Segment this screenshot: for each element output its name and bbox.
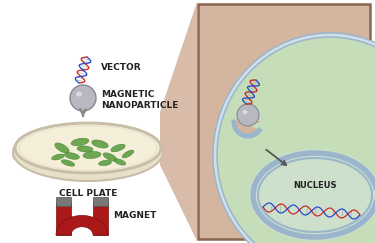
Polygon shape — [160, 2, 197, 241]
Ellipse shape — [215, 35, 375, 243]
Polygon shape — [234, 122, 260, 136]
Circle shape — [70, 85, 96, 111]
FancyBboxPatch shape — [93, 203, 108, 235]
Ellipse shape — [64, 153, 80, 159]
Ellipse shape — [114, 159, 126, 165]
Ellipse shape — [249, 149, 375, 241]
Ellipse shape — [15, 123, 161, 173]
Text: VECTOR: VECTOR — [101, 62, 142, 71]
Ellipse shape — [71, 138, 89, 146]
Text: MAGNET: MAGNET — [113, 210, 156, 219]
Ellipse shape — [52, 154, 64, 160]
FancyBboxPatch shape — [93, 197, 108, 206]
Text: CELL PLATE: CELL PLATE — [59, 189, 117, 198]
Ellipse shape — [83, 151, 101, 159]
Ellipse shape — [243, 110, 248, 114]
FancyBboxPatch shape — [56, 197, 71, 206]
FancyBboxPatch shape — [56, 203, 71, 235]
Ellipse shape — [237, 104, 259, 126]
Text: NUCLEUS: NUCLEUS — [293, 181, 337, 190]
Ellipse shape — [99, 160, 111, 166]
Ellipse shape — [103, 153, 117, 161]
Polygon shape — [56, 216, 108, 235]
Ellipse shape — [13, 123, 163, 181]
Ellipse shape — [92, 140, 108, 148]
FancyBboxPatch shape — [198, 4, 370, 239]
Ellipse shape — [111, 144, 125, 152]
Ellipse shape — [77, 146, 93, 152]
Ellipse shape — [122, 150, 134, 158]
Ellipse shape — [12, 139, 164, 173]
Ellipse shape — [76, 92, 82, 96]
Ellipse shape — [55, 143, 69, 153]
Ellipse shape — [61, 160, 75, 166]
Text: MAGNETIC
NANOPARTICLE: MAGNETIC NANOPARTICLE — [101, 90, 178, 110]
